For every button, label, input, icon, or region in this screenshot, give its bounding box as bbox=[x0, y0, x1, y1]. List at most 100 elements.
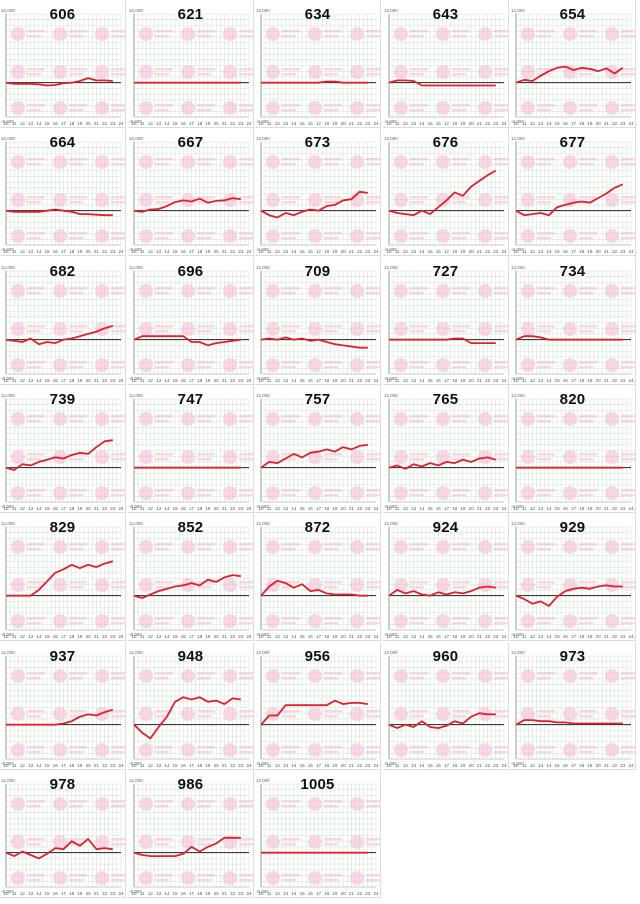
watermark-bar bbox=[155, 453, 173, 456]
watermark-bar bbox=[239, 287, 253, 290]
watermark-bar bbox=[197, 715, 211, 718]
x-tick-label: 17 bbox=[61, 506, 67, 511]
x-tick-label: 14 bbox=[546, 763, 552, 768]
x-tick-label: 13 bbox=[156, 763, 162, 768]
x-tick-label: 21 bbox=[222, 249, 228, 254]
watermark bbox=[521, 669, 635, 757]
watermark-bar bbox=[366, 325, 380, 328]
watermark-icon bbox=[181, 193, 195, 207]
watermark-bar bbox=[155, 292, 169, 295]
watermark-bar bbox=[69, 73, 83, 76]
x-tick-label: 12 bbox=[148, 634, 154, 639]
watermark-bar bbox=[282, 237, 296, 240]
watermark-icon bbox=[139, 835, 153, 849]
watermark-bar bbox=[282, 68, 300, 71]
watermark-bar bbox=[111, 73, 125, 76]
y-axis-bottom-label: -6,000 bbox=[129, 761, 142, 766]
x-tick-label: 15 bbox=[555, 249, 561, 254]
watermark-icon bbox=[436, 450, 450, 464]
x-tick-label: 21 bbox=[222, 378, 228, 383]
watermark-icon bbox=[181, 871, 195, 885]
x-tick-label: 22 bbox=[102, 378, 108, 383]
watermark-icon bbox=[394, 284, 408, 298]
watermark-bar bbox=[410, 292, 424, 295]
x-tick-label: 13 bbox=[538, 506, 544, 511]
x-tick-label: 19 bbox=[587, 121, 593, 126]
watermark-bar bbox=[27, 361, 45, 364]
watermark-bar bbox=[282, 35, 296, 38]
x-tick-label: 10 bbox=[3, 634, 9, 639]
watermark-bar bbox=[494, 237, 508, 240]
watermark-icon bbox=[436, 707, 450, 721]
x-tick-label: 13 bbox=[283, 249, 289, 254]
watermark-icon bbox=[11, 65, 25, 79]
x-tick-label: 23 bbox=[493, 634, 499, 639]
x-tick-label: 11 bbox=[140, 378, 145, 383]
watermark-bar bbox=[494, 232, 508, 235]
watermark-bar bbox=[452, 237, 466, 240]
watermark-bar bbox=[366, 879, 380, 882]
watermark-bar bbox=[197, 196, 215, 199]
x-tick-label: 15 bbox=[428, 249, 434, 254]
watermark bbox=[139, 155, 253, 243]
x-tick-label: 14 bbox=[291, 763, 297, 768]
watermark-icon bbox=[95, 871, 109, 885]
watermark-bar bbox=[111, 489, 125, 492]
chart-panel: 12,000 -6,000 10 11 12 13 14 15 16 17 18 19 20 21 22 23… bbox=[383, 0, 509, 128]
y-axis-top-label: 12,000 bbox=[129, 393, 143, 398]
watermark-bar bbox=[366, 805, 380, 808]
x-tick-label: 23 bbox=[365, 506, 371, 511]
watermark-icon bbox=[350, 578, 364, 592]
watermark-icon bbox=[308, 412, 322, 426]
watermark-bar bbox=[239, 158, 253, 161]
x-tick-label: 16 bbox=[563, 378, 569, 383]
watermark-icon bbox=[436, 540, 450, 554]
x-tick-label: 23 bbox=[238, 249, 244, 254]
watermark-bar bbox=[494, 292, 508, 295]
watermark-bar bbox=[111, 677, 125, 680]
watermark bbox=[11, 27, 125, 115]
watermark-icon bbox=[521, 707, 535, 721]
y-axis-bottom-label: -6,000 bbox=[511, 761, 524, 766]
x-tick-label: 16 bbox=[308, 891, 314, 896]
x-tick-label: 23 bbox=[110, 763, 116, 768]
watermark-icon bbox=[436, 358, 450, 372]
watermark-bar bbox=[579, 617, 597, 620]
watermark-icon bbox=[521, 614, 535, 628]
watermark-bar bbox=[494, 548, 508, 551]
watermark-bar bbox=[155, 73, 169, 76]
x-tick-label: 13 bbox=[28, 506, 34, 511]
x-tick-label: 19 bbox=[205, 249, 211, 254]
x-tick-label: 12 bbox=[148, 891, 154, 896]
x-tick-label: 19 bbox=[332, 506, 338, 511]
watermark-bar bbox=[239, 838, 253, 841]
watermark-bar bbox=[239, 672, 253, 675]
series-line bbox=[388, 712, 496, 729]
watermark-bar bbox=[366, 201, 380, 204]
watermark-bar bbox=[197, 838, 215, 841]
x-tick-label: 16 bbox=[53, 249, 59, 254]
chart-title: 956 bbox=[304, 648, 331, 665]
chart-title: 747 bbox=[177, 391, 204, 408]
x-tick-label: 18 bbox=[69, 763, 75, 768]
x-tick-label: 20 bbox=[214, 506, 220, 511]
watermark-bar bbox=[69, 109, 83, 112]
x-tick-label: 24 bbox=[501, 121, 507, 126]
x-tick-label: 19 bbox=[332, 763, 338, 768]
series-line bbox=[133, 197, 241, 213]
watermark-icon bbox=[308, 871, 322, 885]
watermark-bar bbox=[537, 458, 551, 461]
x-tick-label: 21 bbox=[349, 506, 355, 511]
x-tick-label: 17 bbox=[189, 891, 195, 896]
watermark-icon bbox=[350, 27, 364, 41]
watermark-icon bbox=[223, 540, 237, 554]
watermark bbox=[139, 540, 253, 628]
watermark-bar bbox=[621, 237, 635, 240]
watermark-icon bbox=[350, 450, 364, 464]
chart-panel: 12,000 -6,000 10 11 12 13 14 15 16 17 18 19 20 21 22 23… bbox=[255, 642, 381, 770]
watermark-icon bbox=[308, 322, 322, 336]
watermark-icon bbox=[521, 578, 535, 592]
